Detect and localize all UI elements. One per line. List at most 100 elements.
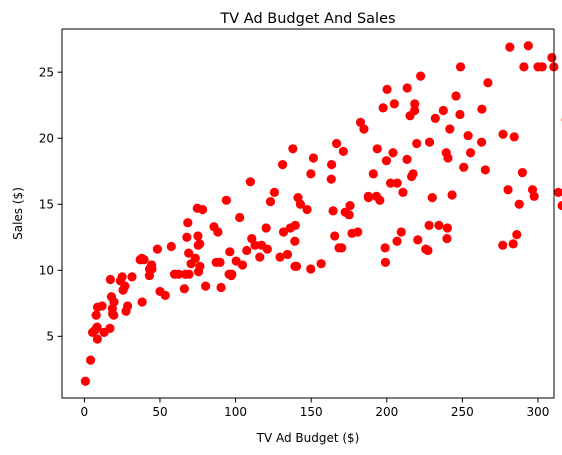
data-point — [455, 109, 465, 120]
chart-title: TV Ad Budget And Sales — [219, 11, 395, 27]
data-point — [392, 178, 402, 188]
data-point — [424, 220, 434, 230]
data-point — [152, 244, 163, 254]
data-point — [483, 78, 493, 88]
data-point — [430, 113, 440, 124]
data-point — [402, 83, 412, 93]
plot-frame — [61, 28, 555, 399]
data-point — [262, 244, 272, 254]
data-point — [183, 218, 193, 228]
data-point — [282, 249, 293, 260]
data-point — [396, 227, 406, 237]
y-tick-label: 25 — [39, 65, 54, 79]
data-point — [442, 223, 453, 233]
data-point — [117, 272, 127, 282]
data-point — [402, 154, 412, 164]
data-point — [237, 260, 248, 270]
data-point — [275, 252, 285, 262]
x-axis-ticks: 0 50 100 150 200 250 300 — [81, 398, 549, 419]
data-point — [455, 62, 466, 72]
data-point — [512, 230, 522, 240]
data-point — [216, 282, 226, 293]
data-point — [480, 165, 490, 175]
data-point — [302, 204, 312, 215]
data-point — [503, 185, 513, 195]
data-point — [547, 53, 557, 63]
data-point — [91, 310, 101, 320]
data-point — [459, 162, 469, 172]
data-point — [184, 269, 194, 279]
data-point — [107, 303, 117, 314]
data-point — [451, 91, 461, 101]
data-point — [389, 99, 399, 109]
data-point — [498, 240, 508, 250]
data-point — [255, 252, 265, 262]
data-point — [120, 281, 130, 291]
data-point — [476, 137, 487, 147]
y-tick-label: 20 — [39, 132, 54, 146]
data-point — [291, 261, 302, 271]
data-point — [423, 245, 433, 256]
data-point — [514, 199, 524, 209]
x-axis-label: TV Ad Budget ($) — [256, 431, 360, 445]
data-point — [529, 191, 539, 201]
data-point — [306, 169, 316, 179]
data-point — [326, 174, 336, 184]
data-point — [184, 248, 194, 258]
data-point — [508, 239, 518, 249]
data-point — [363, 193, 374, 203]
data-point — [328, 206, 338, 216]
data-point — [97, 301, 107, 311]
data-point — [416, 71, 426, 81]
data-point — [127, 272, 137, 282]
data-point — [195, 239, 205, 249]
y-axis-ticks: 5 10 15 20 25 — [39, 65, 62, 344]
data-point — [198, 204, 208, 215]
data-point — [408, 169, 418, 179]
x-tick-label: 0 — [81, 405, 89, 419]
data-point — [193, 231, 203, 241]
data-point — [250, 240, 260, 250]
data-point — [338, 146, 348, 157]
data-point — [412, 138, 422, 149]
y-tick-label: 5 — [46, 330, 54, 344]
data-point — [85, 355, 96, 365]
data-point — [288, 144, 298, 154]
y-tick-label: 10 — [39, 264, 54, 278]
data-point — [227, 269, 237, 279]
data-point — [372, 144, 382, 154]
data-point — [353, 227, 363, 237]
x-tick-label: 150 — [300, 405, 323, 419]
data-point — [278, 160, 288, 170]
data-point — [337, 243, 347, 253]
data-point — [505, 42, 515, 52]
data-point — [166, 241, 176, 252]
data-point — [382, 84, 392, 94]
data-point — [306, 264, 316, 274]
data-points — [80, 41, 562, 386]
data-point — [447, 190, 457, 200]
data-point — [465, 148, 476, 158]
data-point — [553, 187, 562, 197]
data-point — [213, 227, 223, 237]
data-point — [445, 124, 455, 134]
data-point — [195, 261, 205, 271]
data-point — [123, 301, 133, 311]
data-point — [290, 220, 300, 230]
data-point — [424, 137, 435, 147]
data-point — [537, 62, 547, 72]
data-point — [225, 247, 235, 257]
data-point — [388, 148, 398, 158]
x-tick-label: 250 — [451, 405, 474, 419]
data-point — [344, 210, 354, 220]
data-point — [331, 138, 342, 149]
data-point — [80, 376, 91, 386]
data-point — [381, 156, 392, 166]
y-axis-label: Sales ($) — [11, 187, 25, 240]
data-point — [438, 105, 448, 116]
data-point — [92, 334, 102, 344]
data-point — [463, 130, 473, 141]
data-point — [105, 323, 115, 333]
data-point — [434, 220, 444, 230]
data-point — [409, 105, 420, 116]
